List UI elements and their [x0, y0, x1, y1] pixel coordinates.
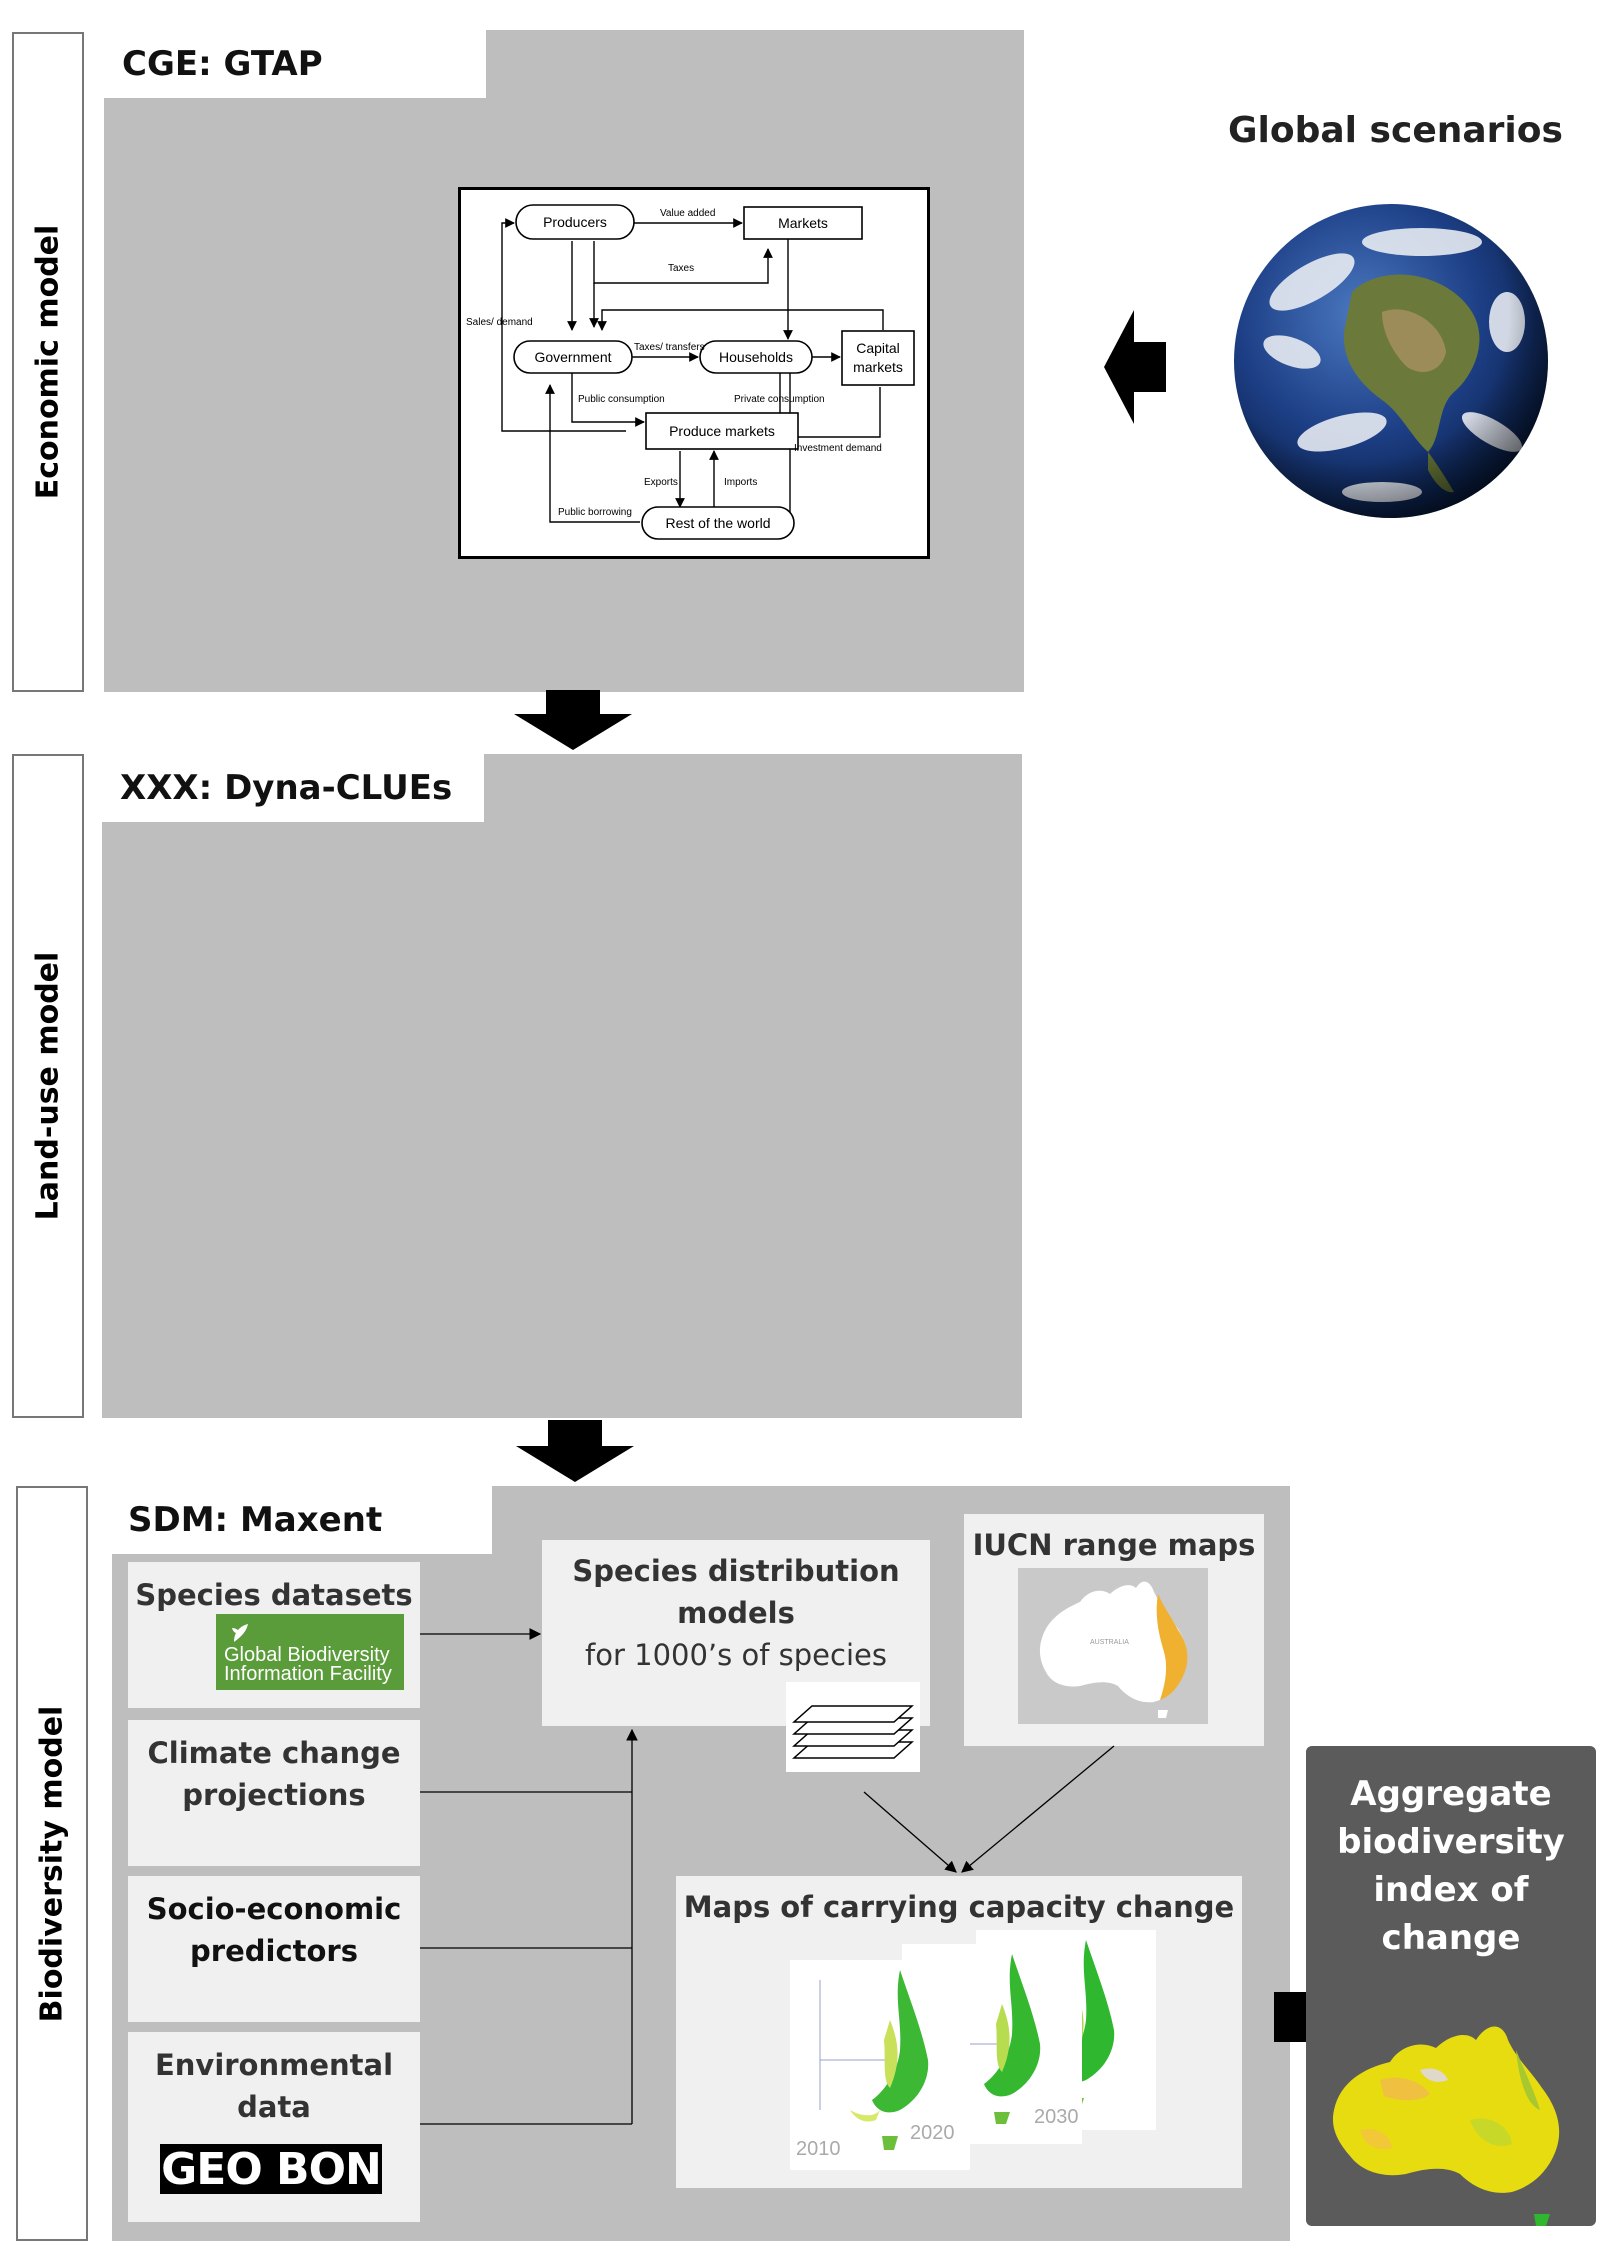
- climate-change-panel: Climate change projections: [128, 1720, 420, 1866]
- socio-line1: Socio-economic: [146, 1892, 402, 1926]
- aggregate-line2: biodiversity: [1337, 1822, 1565, 1862]
- species-datasets-title: Species datasets: [135, 1578, 413, 1612]
- maxent-tab: SDM: Maxent: [112, 1486, 492, 1554]
- dyna-clues-tab: XXX: Dyna-CLUEs: [102, 754, 484, 822]
- produce-markets-node: [645, 412, 799, 450]
- government-node: [513, 340, 633, 374]
- arrow-down-icon-2: [516, 1420, 634, 1482]
- produce-markets-label: Produce markets: [669, 423, 775, 439]
- layers-icon: [786, 1682, 920, 1772]
- aggregate-line1: Aggregate: [1350, 1774, 1552, 1814]
- env-line2: data: [237, 2090, 311, 2124]
- cge-flow-diagram: Producers Markets Government Households …: [458, 187, 930, 559]
- sdm-line1: Species distribution: [572, 1554, 900, 1588]
- sdm-panel: Species distribution models for 1000’s o…: [542, 1540, 930, 1726]
- rest-of-world-node: [641, 506, 795, 540]
- socio-economic-panel: Socio-economic predictors: [128, 1876, 420, 2022]
- public-consumption-label: Public consumption: [578, 394, 665, 405]
- geobon-logo: GEO BON: [160, 2143, 382, 2195]
- investment-demand-label: Investment demand: [794, 443, 882, 454]
- dyna-clues-panel: [102, 754, 1022, 1418]
- gbif-logo: Global Biodiversity Information Facility: [216, 1614, 404, 1690]
- households-label: Households: [719, 349, 793, 365]
- sdm-line2: models: [677, 1596, 795, 1630]
- year-2030: 2030: [1034, 2106, 1079, 2128]
- producers-label: Producers: [543, 214, 607, 230]
- australia-map-label: AUSTRALIA: [1090, 1639, 1129, 1646]
- gbif-leaf-icon: [232, 1624, 248, 1642]
- carrying-capacity-maps: [790, 1930, 1156, 2170]
- exports-label: Exports: [644, 477, 678, 488]
- arrow-left-icon: [1104, 310, 1166, 424]
- climate-line1: Climate change: [147, 1736, 401, 1770]
- aggregate-line4: change: [1381, 1918, 1521, 1958]
- markets-label: Markets: [778, 215, 828, 231]
- public-borrowing-label: Public borrowing: [558, 507, 632, 518]
- biodiversity-model-box: Biodiversity model: [16, 1486, 88, 2241]
- taxes-label: Taxes: [668, 263, 694, 274]
- private-consumption-label: Private consumption: [734, 394, 825, 405]
- capital-markets-node: [841, 330, 915, 386]
- year-2020: 2020: [910, 2122, 955, 2144]
- cge-tab: CGE: GTAP: [104, 30, 486, 98]
- env-line1: Environmental: [154, 2048, 394, 2082]
- gbif-line1: Global Biodiversity: [224, 1644, 390, 1666]
- producers-node: [515, 204, 635, 240]
- sdm-line3: for 1000’s of species: [585, 1638, 887, 1672]
- value-added-label: Value added: [660, 208, 715, 219]
- socio-line2: predictors: [190, 1934, 358, 1968]
- markets-node: [743, 206, 863, 240]
- government-label: Government: [534, 349, 611, 365]
- capital-markets-label: markets: [853, 359, 903, 375]
- households-node: [699, 340, 813, 374]
- aggregate-line3: index of: [1373, 1870, 1529, 1910]
- rest-of-world-label: Rest of the world: [665, 515, 770, 531]
- carrying-capacity-title: Maps of carrying capacity change: [683, 1890, 1235, 1924]
- aggregate-australia-map: [1332, 2026, 1560, 2226]
- carrying-capacity-panel: Maps of carrying capacity change: [676, 1876, 1242, 2188]
- year-2010: 2010: [796, 2138, 841, 2160]
- capital-label: Capital: [856, 340, 900, 356]
- gbif-line2: Information Facility: [224, 1663, 392, 1685]
- earth-globe-icon: [1234, 204, 1548, 518]
- climate-line2: projections: [182, 1778, 366, 1812]
- iucn-title: IUCN range maps: [972, 1528, 1256, 1562]
- taxes-transfers-label: Taxes/ transfers: [634, 342, 705, 353]
- global-scenarios-title: Global scenarios: [1228, 110, 1563, 151]
- sales-demand-label: Sales/ demand: [466, 317, 533, 328]
- arrow-down-icon: [514, 690, 632, 750]
- iucn-australia-map: AUSTRALIA: [1018, 1568, 1208, 1724]
- economic-model-box: Economic model: [12, 32, 84, 692]
- imports-label: Imports: [724, 477, 757, 488]
- landuse-model-box: Land-use model: [12, 754, 84, 1418]
